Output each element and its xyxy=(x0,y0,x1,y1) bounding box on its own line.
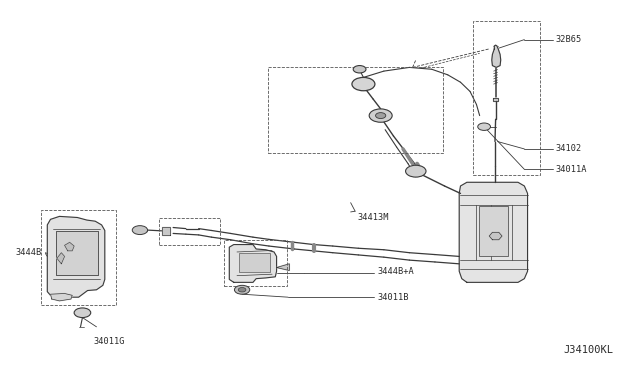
Text: 34011G: 34011G xyxy=(93,337,125,346)
Polygon shape xyxy=(47,217,105,297)
Bar xyxy=(473,21,540,175)
Polygon shape xyxy=(57,253,65,264)
Bar xyxy=(56,231,98,275)
Text: 32B65: 32B65 xyxy=(555,35,581,44)
Circle shape xyxy=(74,308,91,318)
Polygon shape xyxy=(493,98,498,101)
Bar xyxy=(224,240,287,286)
Circle shape xyxy=(406,165,426,177)
Circle shape xyxy=(352,77,375,91)
Circle shape xyxy=(132,226,148,235)
Circle shape xyxy=(376,113,386,119)
Text: 3444B+A: 3444B+A xyxy=(378,267,414,276)
Text: 34011A: 34011A xyxy=(555,165,586,174)
Circle shape xyxy=(477,123,490,131)
Circle shape xyxy=(234,285,250,294)
Bar xyxy=(268,67,444,153)
Polygon shape xyxy=(460,182,527,282)
Polygon shape xyxy=(492,45,500,67)
Bar xyxy=(56,231,98,275)
Polygon shape xyxy=(51,294,72,301)
Text: 34102: 34102 xyxy=(555,144,581,153)
Polygon shape xyxy=(65,242,74,251)
Bar xyxy=(479,206,508,256)
Bar xyxy=(41,210,116,305)
Polygon shape xyxy=(276,264,289,270)
Text: 34413M: 34413M xyxy=(357,213,388,222)
Bar xyxy=(159,218,220,245)
Bar xyxy=(239,253,269,272)
Circle shape xyxy=(353,65,366,73)
Text: 3444B: 3444B xyxy=(16,248,42,257)
Text: J34100KL: J34100KL xyxy=(564,344,614,355)
Text: 34011B: 34011B xyxy=(378,294,409,302)
Circle shape xyxy=(238,288,246,292)
Polygon shape xyxy=(162,227,170,235)
Circle shape xyxy=(369,109,392,122)
Polygon shape xyxy=(229,244,276,282)
Polygon shape xyxy=(489,232,502,240)
